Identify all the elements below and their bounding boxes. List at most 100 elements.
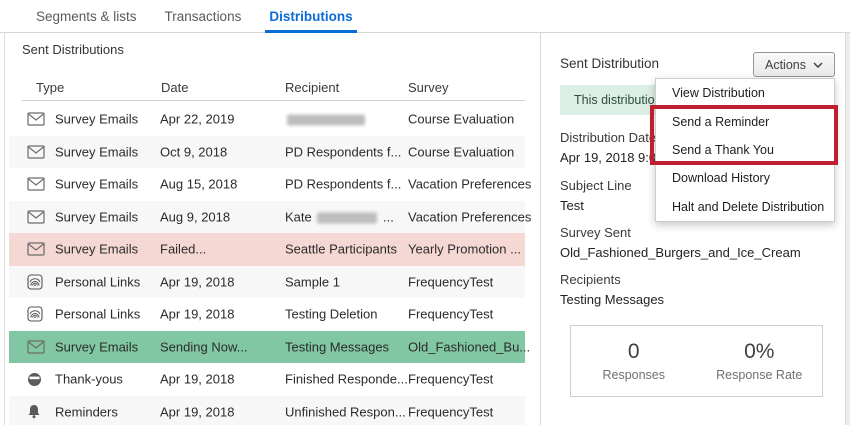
- row-type: Personal Links: [55, 306, 141, 322]
- row-survey: Vacation Preferences: [408, 209, 532, 225]
- tab-bar: Segments & lists Transactions Distributi…: [0, 0, 850, 33]
- tab-segments-and-lists[interactable]: Segments & lists: [22, 0, 151, 32]
- row-type: Survey Emails: [55, 209, 139, 225]
- row-date: Failed...: [160, 241, 207, 257]
- row-recipient: Testing Messages: [285, 339, 390, 355]
- row-date: Apr 19, 2018: [160, 306, 235, 322]
- row-date: Sending Now...: [160, 339, 248, 355]
- envelope-icon: [27, 208, 47, 226]
- column-header-recipient: Recipient: [285, 80, 340, 95]
- field-value: Testing Messages: [560, 292, 665, 307]
- row-recipient: Unfinished Respon...: [285, 404, 406, 420]
- status-banner-text: This distribution: [574, 93, 662, 107]
- scrollbar-track[interactable]: [845, 33, 850, 425]
- sent-distribution-detail-title: Sent Distribution: [560, 56, 660, 71]
- column-header-date: Date: [161, 80, 189, 95]
- field-value: Apr 19, 2018 9:00: [560, 150, 664, 165]
- stat-value: 0: [627, 340, 640, 363]
- menu-item-halt-and-delete-distribution[interactable]: Halt and Delete Distribution: [672, 199, 825, 214]
- field-label: Subject Line: [560, 178, 632, 193]
- row-type: Survey Emails: [55, 241, 139, 257]
- table-row[interactable]: Survey Emails Sending Now... Testing Messa…: [9, 330, 530, 363]
- fingerprint-icon: [27, 273, 47, 291]
- row-survey: FrequencyTest: [408, 404, 494, 420]
- envelope-icon: [27, 143, 47, 161]
- field-distribution-date: Distribution Date Apr 19, 2018 9:00: [560, 130, 835, 165]
- row-survey: Course Evaluation: [408, 144, 515, 160]
- table-row[interactable]: Survey Emails Apr 22, 2019 Course Evaluati…: [9, 103, 525, 136]
- column-header-survey: Survey: [408, 80, 449, 95]
- envelope-icon: [27, 338, 47, 356]
- row-recipient: PD Respondents f...: [285, 176, 402, 192]
- actions-button[interactable]: Actions: [753, 52, 835, 77]
- row-type: Survey Emails: [55, 339, 139, 355]
- field-subject-line: Subject Line Test: [560, 178, 835, 213]
- envelope-icon: [27, 240, 47, 258]
- row-recipient: Sample 1: [285, 274, 340, 290]
- chevron-down-icon: [813, 61, 823, 68]
- table-row[interactable]: Survey Emails Aug 9, 2018 Kate ... Vacation…: [9, 200, 531, 233]
- row-survey: Yearly Promotion ...: [408, 241, 521, 257]
- table-row[interactable]: Personal Links Apr 19, 2018 Sample 1 Freque…: [9, 265, 525, 298]
- row-recipient: Testing Deletion: [285, 306, 378, 322]
- actions-button-label: Actions: [765, 57, 806, 72]
- table-row[interactable]: Survey Emails Aug 15, 2018 PD Respondents …: [9, 168, 531, 201]
- menu-item-view-distribution[interactable]: View Distribution: [672, 86, 765, 101]
- table-row[interactable]: Survey Emails Failed... Seattle Participan…: [9, 233, 525, 266]
- table-header-divider: [22, 100, 525, 101]
- envelope-icon: [27, 175, 47, 193]
- row-date: Apr 19, 2018: [160, 371, 235, 387]
- row-recipient: Seattle Participants: [285, 241, 398, 257]
- row-date: Apr 19, 2018: [160, 404, 235, 420]
- menu-item-send-a-thank-you[interactable]: Send a Thank You: [672, 143, 774, 158]
- row-type: Reminders: [55, 404, 118, 420]
- column-header-type: Type: [36, 80, 65, 95]
- row-survey: Old_Fashioned_Bu...: [408, 339, 531, 355]
- field-label: Recipients: [560, 272, 621, 287]
- row-survey: Vacation Preferences: [408, 176, 532, 192]
- tab-distributions[interactable]: Distributions: [255, 0, 366, 33]
- stat-value: 0%: [744, 340, 775, 363]
- sent-distributions-title: Sent Distributions: [22, 42, 124, 57]
- row-type: Survey Emails: [55, 176, 139, 192]
- table-row[interactable]: Thank-yous Apr 19, 2018 Finished Responde.…: [9, 363, 525, 396]
- field-survey-sent: Survey Sent Old_Fashioned_Burgers_and_Ic…: [560, 225, 835, 260]
- actions-dropdown-menu: View Distribution Send a Reminder Send a T…: [655, 78, 835, 222]
- row-recipient: PD Respondents f...: [285, 144, 402, 160]
- menu-item-download-history[interactable]: Download History: [672, 171, 770, 186]
- stat-label: Response Rate: [716, 368, 803, 382]
- row-type: Survey Emails: [55, 111, 139, 127]
- row-type: Personal Links: [55, 274, 141, 290]
- row-recipient: Finished Responde...: [285, 371, 408, 387]
- row-date: Apr 19, 2018: [160, 274, 235, 290]
- row-survey: Course Evaluation: [408, 111, 515, 127]
- table-body: Survey Emails Apr 22, 2019 Course Evaluati…: [9, 103, 531, 425]
- row-date: Aug 15, 2018: [160, 176, 238, 192]
- row-date: Aug 9, 2018: [160, 209, 231, 225]
- panel-left-border: [4, 33, 5, 425]
- panel-divider: [540, 33, 541, 425]
- row-recipient: Kate ...: [285, 209, 394, 225]
- fingerprint-icon: [27, 305, 47, 323]
- tab-transactions[interactable]: Transactions: [151, 0, 256, 32]
- row-survey: FrequencyTest: [408, 306, 494, 322]
- table-row[interactable]: Personal Links Apr 19, 2018 Testing Deleti…: [9, 298, 525, 331]
- field-value: Old_Fashioned_Burgers_and_Ice_Cream: [560, 245, 801, 260]
- envelope-icon: [27, 110, 47, 128]
- row-survey: FrequencyTest: [408, 371, 494, 387]
- row-type: Survey Emails: [55, 144, 139, 160]
- stat-response-rate: 0% Response Rate: [697, 326, 823, 396]
- menu-item-send-a-reminder[interactable]: Send a Reminder: [672, 114, 770, 129]
- field-recipients: Recipients Testing Messages: [560, 272, 835, 307]
- redacted-text: [317, 212, 378, 224]
- thank-you-icon: [27, 370, 47, 388]
- row-date: Oct 9, 2018: [160, 144, 228, 160]
- field-label: Distribution Date: [560, 130, 657, 145]
- table-row[interactable]: Reminders Apr 19, 2018 Unfinished Respon..…: [9, 395, 525, 425]
- tab-label: Segments & lists: [36, 8, 137, 24]
- row-type: Thank-yous: [55, 371, 123, 387]
- tab-label: Transactions: [164, 8, 242, 24]
- response-stats-card: 0 Responses 0% Response Rate: [570, 325, 823, 397]
- table-row[interactable]: Survey Emails Oct 9, 2018 PD Respondents f…: [9, 135, 525, 168]
